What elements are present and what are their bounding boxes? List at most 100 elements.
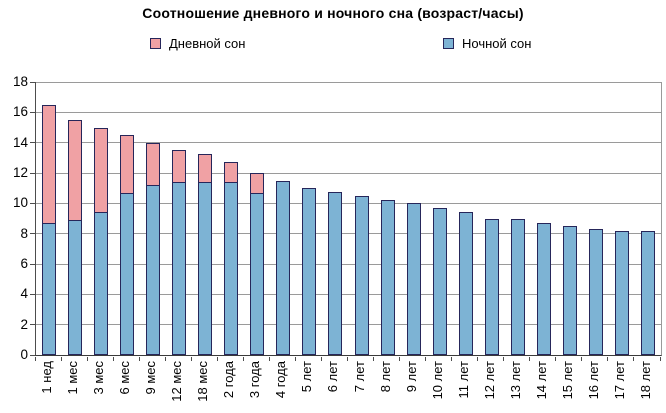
x-tick-24	[659, 357, 661, 361]
y-tick-label-18: 18	[12, 74, 28, 89]
bar-day-1 нед	[42, 104, 57, 225]
y-tick-4	[30, 293, 35, 295]
bar-night-3 года	[250, 191, 265, 355]
gridline-12	[36, 172, 661, 174]
night-sleep-swatch-icon	[443, 38, 454, 49]
bar-night-6 мес	[120, 191, 135, 355]
x-label-15 лет: 15 лет	[559, 361, 575, 400]
gridline-2	[36, 324, 661, 326]
x-tick-6	[190, 357, 192, 361]
bar-night-15 лет	[562, 226, 577, 355]
bar-night-11 лет	[458, 212, 473, 355]
x-label-3 года: 3 года	[247, 361, 263, 399]
x-tick-2	[86, 357, 88, 361]
x-label-3 мес: 3 мес	[91, 361, 107, 395]
x-label-7 лет: 7 лет	[351, 361, 367, 393]
bar-night-1 мес	[68, 218, 83, 355]
legend-label-night-sleep: Ночной сон	[462, 36, 532, 51]
x-label-9 мес: 9 мес	[143, 361, 159, 395]
x-tick-21	[581, 357, 583, 361]
bar-night-5 лет	[302, 188, 317, 355]
x-label-5 лет: 5 лет	[299, 361, 315, 393]
bar-night-12 мес	[172, 180, 187, 355]
x-label-1 нед: 1 нед	[39, 361, 55, 394]
bar-day-6 мес	[120, 135, 135, 194]
bar-day-3 года	[250, 173, 265, 194]
bar-night-12 лет	[484, 218, 499, 355]
x-label-1 мес: 1 мес	[65, 361, 81, 395]
y-tick-0	[30, 354, 35, 356]
plot-area	[35, 81, 662, 356]
x-tick-11	[320, 357, 322, 361]
y-tick-8	[30, 233, 35, 235]
gridline-8	[36, 233, 661, 235]
y-tick-label-4: 4	[20, 286, 28, 302]
y-tick-label-8: 8	[20, 225, 28, 241]
x-label-8 лет: 8 лет	[377, 361, 393, 393]
x-label-18 мес: 18 мес	[195, 361, 211, 402]
bar-night-3 мес	[94, 210, 109, 355]
x-tick-16	[451, 357, 453, 361]
x-tick-20	[555, 357, 557, 361]
y-tick-2	[30, 324, 35, 326]
y-tick-label-0: 0	[20, 347, 28, 362]
bar-night-18 лет	[640, 230, 655, 355]
x-label-6 мес: 6 мес	[117, 361, 133, 395]
y-tick-label-16: 16	[12, 104, 28, 120]
x-tick-17	[477, 357, 479, 361]
legend-item-night-sleep: Ночной сон	[443, 36, 531, 51]
x-tick-22	[607, 357, 609, 361]
gridline-4	[36, 293, 661, 295]
gridline-10	[36, 202, 661, 204]
day-sleep-swatch-icon	[150, 38, 161, 49]
gridline-14	[36, 142, 661, 144]
bar-day-9 мес	[146, 142, 161, 187]
x-label-12 лет: 12 лет	[481, 361, 497, 400]
bar-day-2 года	[224, 161, 239, 183]
x-tick-19	[529, 357, 531, 361]
bar-night-9 лет	[406, 203, 421, 355]
y-tick-label-10: 10	[12, 195, 28, 211]
bar-night-14 лет	[536, 223, 551, 355]
bar-night-6 лет	[328, 191, 343, 355]
x-tick-9	[268, 357, 270, 361]
bar-night-2 года	[224, 180, 239, 355]
bar-day-18 мес	[198, 154, 213, 183]
gridline-16	[36, 111, 661, 113]
bar-night-9 мес	[146, 184, 161, 355]
x-tick-13	[373, 357, 375, 361]
y-tick-18	[30, 81, 35, 83]
y-tick-12	[30, 172, 35, 174]
x-label-12 мес: 12 мес	[169, 361, 185, 402]
bar-night-16 лет	[588, 229, 603, 355]
x-label-11 лет: 11 лет	[455, 361, 471, 399]
x-tick-5	[164, 357, 166, 361]
x-tick-4	[138, 357, 140, 361]
x-tick-3	[112, 357, 114, 361]
bar-night-1 нед	[42, 222, 57, 355]
x-tick-1	[60, 357, 62, 361]
x-label-14 лет: 14 лет	[533, 361, 549, 400]
x-tick-12	[347, 357, 348, 361]
x-tick-15	[425, 357, 427, 361]
y-tick-label-12: 12	[12, 165, 28, 180]
bar-day-3 мес	[94, 127, 109, 213]
x-tick-7	[216, 357, 218, 361]
x-label-17 лет: 17 лет	[611, 361, 627, 400]
legend-label-day-sleep: Дневной сон	[169, 36, 246, 51]
gridline-18	[36, 81, 661, 83]
x-label-13 лет: 13 лет	[507, 361, 523, 400]
bar-night-18 мес	[198, 180, 213, 355]
y-tick-14	[30, 142, 35, 144]
x-tick-18	[503, 357, 505, 361]
x-label-4 года: 4 года	[273, 361, 289, 399]
y-tick-label-14: 14	[12, 134, 28, 150]
x-label-6 лет: 6 лет	[325, 361, 341, 393]
bar-night-13 лет	[510, 218, 525, 355]
bar-night-4 года	[276, 180, 291, 355]
y-tick-10	[30, 202, 35, 204]
y-tick-6	[30, 263, 35, 265]
bar-night-10 лет	[432, 207, 447, 355]
bar-day-1 мес	[68, 119, 83, 221]
